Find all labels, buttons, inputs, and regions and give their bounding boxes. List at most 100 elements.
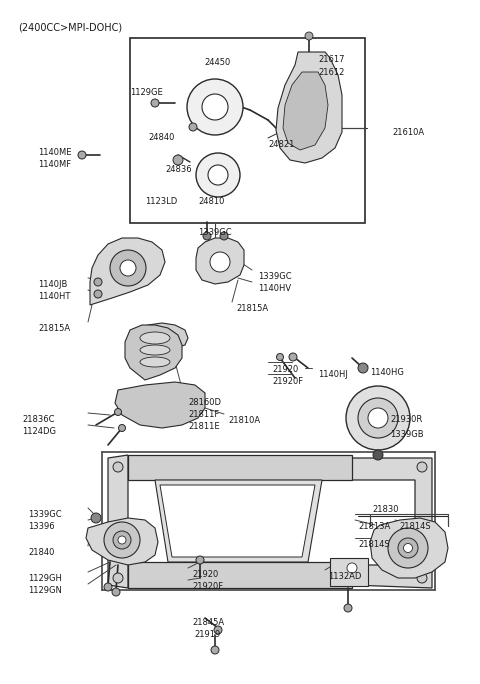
- Circle shape: [104, 522, 140, 558]
- Circle shape: [211, 646, 219, 654]
- Circle shape: [125, 537, 131, 543]
- Circle shape: [305, 32, 313, 40]
- Polygon shape: [108, 455, 128, 588]
- Circle shape: [346, 386, 410, 450]
- Circle shape: [78, 151, 86, 159]
- Text: 1129GE: 1129GE: [130, 88, 163, 97]
- Text: 24836: 24836: [165, 165, 192, 174]
- Text: 21930R: 21930R: [390, 415, 422, 424]
- Polygon shape: [276, 52, 342, 163]
- Polygon shape: [90, 238, 165, 305]
- Text: 24810: 24810: [198, 197, 224, 206]
- Text: 1140MF: 1140MF: [38, 160, 71, 169]
- Text: 1339GC: 1339GC: [28, 510, 61, 519]
- Circle shape: [120, 260, 136, 276]
- Text: 21810A: 21810A: [228, 416, 260, 425]
- Circle shape: [202, 94, 228, 120]
- Circle shape: [94, 278, 102, 286]
- Text: 21814S: 21814S: [399, 522, 431, 531]
- Text: 24450: 24450: [205, 58, 231, 67]
- Polygon shape: [115, 382, 205, 428]
- Circle shape: [112, 588, 120, 596]
- Circle shape: [368, 408, 388, 428]
- Ellipse shape: [140, 345, 170, 355]
- Text: 21811E: 21811E: [188, 422, 220, 431]
- Polygon shape: [160, 485, 315, 557]
- Circle shape: [214, 626, 222, 634]
- Text: 24840: 24840: [148, 133, 174, 142]
- Text: 1129GN: 1129GN: [28, 586, 62, 595]
- Text: 21840: 21840: [28, 548, 54, 557]
- Text: (2400CC>MPI-DOHC): (2400CC>MPI-DOHC): [18, 22, 122, 32]
- Text: 28160D: 28160D: [188, 398, 221, 407]
- Circle shape: [187, 79, 243, 135]
- Text: 1129GH: 1129GH: [28, 574, 62, 583]
- Circle shape: [344, 604, 352, 612]
- Polygon shape: [155, 480, 322, 562]
- Circle shape: [189, 123, 197, 131]
- Text: 21919: 21919: [195, 630, 221, 639]
- Text: 1132AD: 1132AD: [328, 572, 361, 581]
- Circle shape: [118, 536, 126, 544]
- Text: 21610A: 21610A: [392, 128, 424, 137]
- Text: 1339GB: 1339GB: [390, 430, 424, 439]
- Polygon shape: [125, 325, 182, 380]
- Circle shape: [398, 538, 418, 558]
- Text: 1140HJ: 1140HJ: [318, 370, 348, 379]
- Circle shape: [196, 153, 240, 197]
- Text: 21836C: 21836C: [22, 415, 55, 424]
- Circle shape: [210, 252, 230, 272]
- Circle shape: [404, 544, 412, 553]
- Text: 1124DG: 1124DG: [22, 427, 56, 436]
- Text: 21813A: 21813A: [358, 522, 390, 531]
- Circle shape: [104, 583, 112, 591]
- Circle shape: [276, 354, 284, 360]
- Text: 1339GC: 1339GC: [258, 272, 292, 281]
- Text: 21920: 21920: [192, 570, 218, 579]
- Circle shape: [110, 250, 146, 286]
- Circle shape: [119, 425, 125, 432]
- Circle shape: [203, 232, 211, 240]
- Ellipse shape: [140, 357, 170, 367]
- Text: 1140HV: 1140HV: [258, 284, 291, 293]
- Bar: [130, 38, 365, 223]
- Circle shape: [220, 232, 228, 240]
- Text: 1140JB: 1140JB: [38, 280, 67, 289]
- Text: 1140ME: 1140ME: [38, 148, 72, 157]
- Circle shape: [151, 99, 159, 107]
- Polygon shape: [135, 323, 188, 358]
- Polygon shape: [128, 455, 352, 480]
- Text: 13396: 13396: [28, 522, 55, 531]
- Circle shape: [208, 165, 228, 185]
- Text: 1140HG: 1140HG: [370, 368, 404, 377]
- Circle shape: [94, 290, 102, 298]
- Circle shape: [113, 573, 123, 583]
- Text: 24821: 24821: [268, 140, 294, 149]
- Circle shape: [347, 563, 357, 573]
- Circle shape: [173, 155, 183, 165]
- Text: 21830: 21830: [373, 505, 399, 514]
- Text: 21920F: 21920F: [272, 377, 303, 386]
- Text: 21814S: 21814S: [358, 540, 390, 549]
- Polygon shape: [128, 562, 352, 588]
- Polygon shape: [283, 72, 328, 150]
- Circle shape: [113, 462, 123, 472]
- Text: 21815A: 21815A: [38, 324, 70, 333]
- Text: 1339GC: 1339GC: [198, 228, 232, 237]
- Circle shape: [91, 513, 101, 523]
- Polygon shape: [196, 238, 244, 284]
- Circle shape: [373, 450, 383, 460]
- Text: 21920: 21920: [272, 365, 298, 374]
- Text: 21612: 21612: [318, 68, 344, 77]
- Polygon shape: [370, 518, 448, 578]
- Polygon shape: [352, 458, 432, 588]
- Circle shape: [120, 532, 136, 548]
- Ellipse shape: [140, 332, 170, 344]
- Circle shape: [115, 408, 121, 415]
- Circle shape: [196, 556, 204, 564]
- Circle shape: [417, 573, 427, 583]
- Circle shape: [358, 363, 368, 373]
- Text: 21815A: 21815A: [236, 304, 268, 313]
- Text: 21845A: 21845A: [192, 618, 224, 627]
- Text: 1123LD: 1123LD: [145, 197, 177, 206]
